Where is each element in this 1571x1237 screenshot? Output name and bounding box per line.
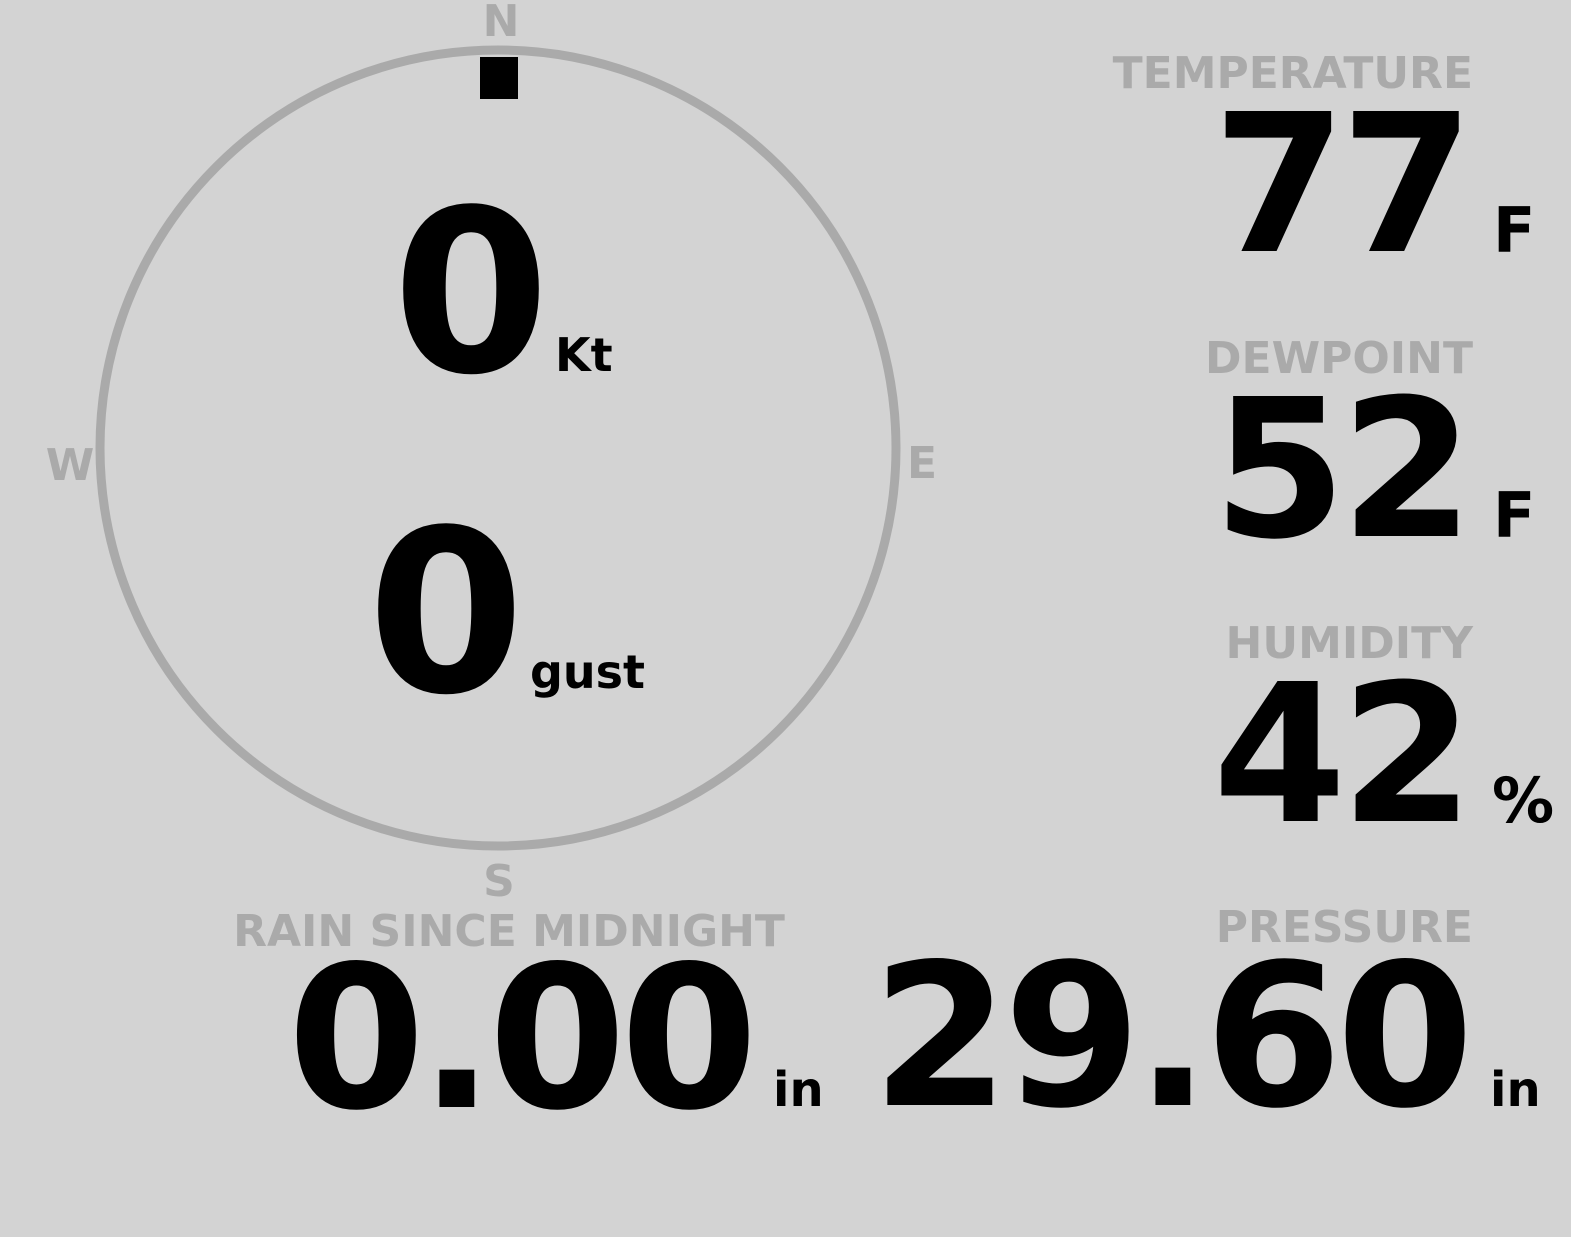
compass-west: W xyxy=(45,440,95,491)
wind-direction-marker xyxy=(480,57,518,99)
compass-ring xyxy=(95,45,901,851)
temperature-label: TEMPERATURE xyxy=(1112,48,1473,99)
rain-unit: in xyxy=(773,1062,824,1118)
temperature-value: 77 xyxy=(1212,74,1474,297)
wind-speed-value: 0 xyxy=(392,162,549,425)
wind-gust-unit: gust xyxy=(530,645,646,699)
dewpoint-unit: F xyxy=(1493,479,1536,552)
rain-label: RAIN SINCE MIDNIGHT xyxy=(233,906,785,957)
dewpoint-label: DEWPOINT xyxy=(1205,333,1473,384)
compass-south: S xyxy=(483,856,515,907)
temperature-unit: F xyxy=(1493,194,1536,267)
compass-north: N xyxy=(482,0,520,47)
humidity-value: 42 xyxy=(1212,644,1474,867)
compass-east: E xyxy=(906,438,938,489)
humidity-label: HUMIDITY xyxy=(1225,618,1473,669)
dewpoint-value: 52 xyxy=(1212,359,1474,582)
pressure-label: PRESSURE xyxy=(1215,902,1473,953)
rain-value: 0.00 xyxy=(287,923,758,1154)
wind-speed-unit: Kt xyxy=(555,328,613,382)
wind-gust-value: 0 xyxy=(367,482,524,745)
humidity-unit: % xyxy=(1492,764,1555,837)
pressure-unit: in xyxy=(1490,1062,1541,1118)
pressure-value: 29.60 xyxy=(871,921,1474,1152)
